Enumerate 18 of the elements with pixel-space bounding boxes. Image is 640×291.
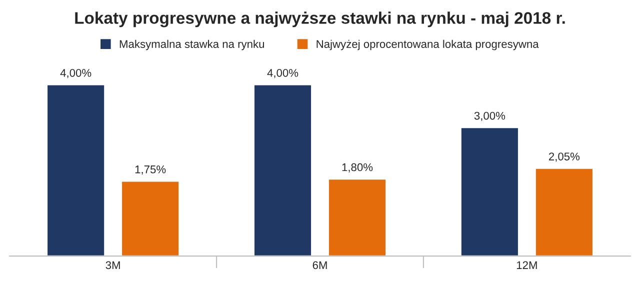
- bar: [253, 84, 312, 256]
- data-label: 2,05%: [548, 152, 580, 162]
- bar: [534, 168, 594, 256]
- data-label: 4,00%: [60, 68, 92, 78]
- bar: [120, 180, 180, 256]
- data-label: 1,80%: [342, 163, 373, 172]
- legend-label: Najwyżej oprocentowana lokata progresywna: [316, 40, 539, 50]
- bar: [460, 126, 520, 256]
- bar: [328, 178, 387, 256]
- data-label: 4,00%: [267, 68, 298, 78]
- bar: [46, 84, 106, 256]
- x-tick-label: 6M: [312, 261, 327, 270]
- data-label: 3,00%: [474, 112, 506, 122]
- chart-title: Lokaty progresywne a najwyższe stawki na rynku - maj 2018 r.: [75, 12, 565, 28]
- x-tick-label: 12M: [516, 261, 537, 269]
- legend-label: Maksymalna stawka na rynku: [120, 40, 264, 50]
- data-label: 1,75%: [135, 165, 166, 175]
- x-tick-label: 3M: [106, 261, 120, 270]
